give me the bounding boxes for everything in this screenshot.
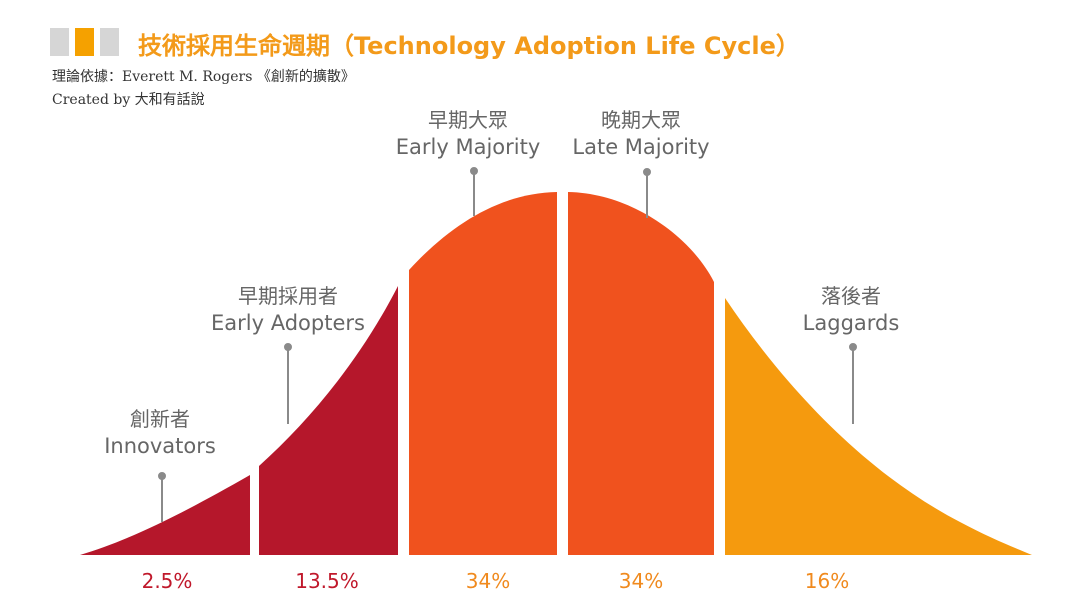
source-line: 理論依據：Everett M. Rogers 《創新的擴散》 bbox=[52, 69, 355, 85]
label-late-majority-zh: 晚期大眾 bbox=[600, 108, 681, 132]
gray-square-icon bbox=[100, 28, 119, 56]
page-title: 技術採用生命週期（Technology Adoption Life Cycle） bbox=[138, 32, 800, 60]
label-laggards: 落後者 Laggards bbox=[803, 283, 900, 337]
label-early-adopters: 早期採用者 Early Adopters bbox=[211, 283, 365, 337]
segment-early-adopters bbox=[259, 286, 398, 555]
pointer-dot-laggards bbox=[849, 343, 857, 351]
segment-laggards bbox=[725, 298, 1032, 555]
label-early-adopters-en: Early Adopters bbox=[211, 311, 365, 335]
header-logo-squares bbox=[50, 28, 119, 56]
label-early-majority-zh: 早期大眾 bbox=[427, 108, 508, 132]
label-innovators-zh: 創新者 bbox=[130, 407, 190, 431]
percent-early-adopters: 13.5% bbox=[295, 569, 359, 593]
label-early-adopters-zh: 早期採用者 bbox=[237, 284, 338, 308]
segment-early-majority bbox=[409, 192, 557, 555]
orange-square-icon bbox=[75, 28, 94, 56]
label-early-majority: 早期大眾 Early Majority bbox=[396, 107, 541, 161]
label-late-majority: 晚期大眾 Late Majority bbox=[572, 107, 709, 161]
credit-line: Created by 大和有話說 bbox=[52, 92, 205, 108]
label-late-majority-en: Late Majority bbox=[572, 135, 710, 159]
label-laggards-zh: 落後者 bbox=[820, 284, 881, 308]
pointer-dot-early-majority bbox=[470, 167, 478, 175]
label-innovators-en: Innovators bbox=[104, 434, 216, 458]
label-innovators: 創新者 Innovators bbox=[104, 406, 216, 460]
percent-late-majority: 34% bbox=[618, 569, 664, 593]
pointer-dot-early-adopters bbox=[284, 343, 292, 351]
pointer-dot-innovators bbox=[158, 472, 166, 480]
percent-early-majority: 34% bbox=[465, 569, 511, 593]
gray-square-icon bbox=[50, 28, 69, 56]
label-early-majority-en: Early Majority bbox=[395, 135, 541, 159]
percent-laggards: 16% bbox=[804, 569, 850, 593]
pointer-dot-late-majority bbox=[643, 168, 651, 176]
label-laggards-en: Laggards bbox=[802, 311, 900, 335]
segment-innovators bbox=[80, 475, 250, 555]
segment-late-majority bbox=[568, 192, 714, 555]
percent-innovators: 2.5% bbox=[141, 569, 193, 593]
